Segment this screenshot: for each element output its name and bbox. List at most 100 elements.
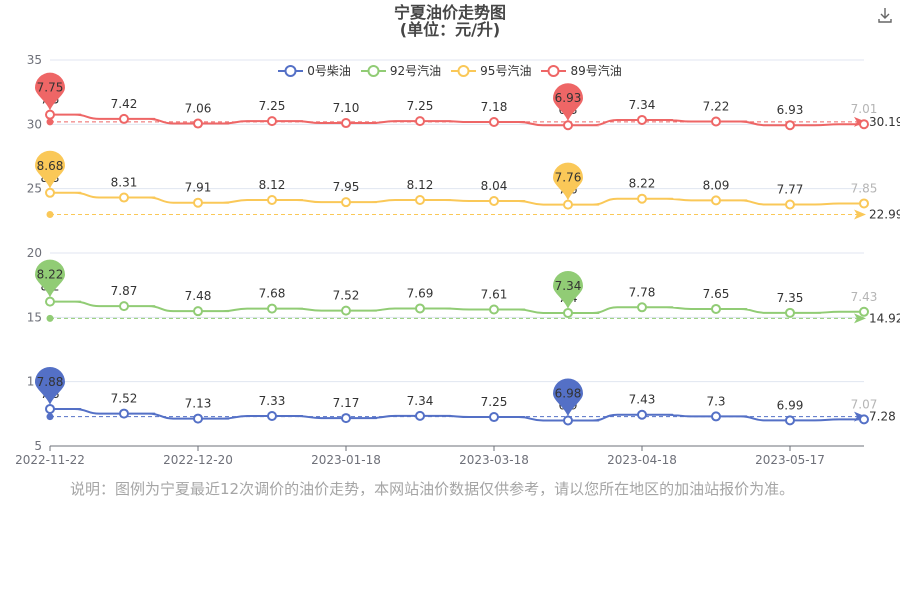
data-point[interactable] [489, 117, 499, 128]
data-label: 7.18 [481, 100, 508, 114]
data-point[interactable] [637, 409, 647, 420]
data-label: 7.69 [407, 286, 434, 300]
max-pin-gas92: 8.22 [35, 259, 65, 298]
max-pin-gas89-shape [35, 72, 65, 111]
data-point[interactable] [563, 307, 573, 318]
data-point[interactable] [859, 306, 869, 317]
average-arrow [854, 313, 866, 324]
average-value-label: 14.92 [869, 311, 900, 325]
data-point[interactable] [267, 411, 277, 422]
data-point[interactable] [711, 116, 721, 127]
download-icon[interactable] [876, 6, 894, 24]
data-point[interactable] [415, 410, 425, 421]
data-label: 7.17 [333, 396, 360, 410]
average-value-label: 30.19 [869, 115, 900, 129]
data-label: 6.93 [777, 103, 804, 117]
data-label: 7.95 [333, 180, 360, 194]
legend-item-gas89[interactable]: 89号汽油 [541, 62, 622, 79]
data-point[interactable] [193, 197, 203, 208]
data-point[interactable] [637, 193, 647, 204]
data-point[interactable] [341, 305, 351, 316]
data-point[interactable] [341, 413, 351, 424]
data-point[interactable] [563, 120, 573, 131]
data-point[interactable] [267, 116, 277, 127]
data-point[interactable] [193, 413, 203, 424]
data-point[interactable] [341, 197, 351, 208]
data-point[interactable] [489, 304, 499, 315]
legend-symbol [360, 64, 386, 77]
data-point[interactable] [415, 194, 425, 205]
data-point[interactable] [859, 119, 869, 130]
data-point[interactable] [785, 199, 795, 210]
data-point[interactable] [489, 196, 499, 207]
data-point[interactable] [637, 302, 647, 313]
legend-item-diesel0[interactable]: 0号柴油 [278, 62, 351, 79]
max-pin-gas89-label: 7.75 [37, 81, 64, 95]
data-point[interactable] [637, 114, 647, 125]
y-tick-label: 30 [27, 117, 42, 131]
data-point[interactable] [563, 415, 573, 426]
min-pin-gas89: 6.93 [553, 83, 583, 122]
legend-symbol [451, 64, 477, 77]
data-label: 7.65 [703, 287, 730, 301]
average-arrow [854, 209, 866, 220]
legend-symbol [541, 64, 567, 77]
y-tick-label: 5 [34, 439, 42, 453]
legend-item-gas95[interactable]: 95号汽油 [451, 62, 531, 79]
max-pin-diesel0: 7.88 [35, 366, 65, 405]
chart-title-block: 宁夏油价走势图 (单位：元/升) [0, 4, 900, 39]
data-point[interactable] [193, 118, 203, 129]
legend-item-gas92[interactable]: 92号汽油 [360, 62, 441, 79]
data-label: 8.12 [407, 178, 434, 192]
data-point[interactable] [45, 109, 55, 120]
data-point[interactable] [711, 411, 721, 422]
data-point[interactable] [859, 414, 869, 425]
data-point[interactable] [415, 303, 425, 314]
chart-subtitle: (单位：元/升) [399, 20, 501, 39]
data-point[interactable] [415, 116, 425, 127]
data-point[interactable] [859, 198, 869, 209]
data-point[interactable] [711, 195, 721, 206]
data-label: 7.10 [333, 101, 360, 115]
data-label: 7.06 [185, 102, 212, 116]
series-line-gas95 [49, 191, 864, 206]
legend-label: 0号柴油 [307, 64, 351, 78]
data-label: 7.35 [777, 291, 804, 305]
data-point[interactable] [119, 301, 129, 312]
y-tick-label: 35 [27, 53, 42, 67]
data-label: 7.43 [851, 290, 878, 304]
data-point[interactable] [785, 415, 795, 426]
x-tick-label: 2023-01-18 [311, 453, 381, 467]
data-label: 7.22 [703, 100, 730, 114]
data-point[interactable] [119, 113, 129, 124]
data-point[interactable] [341, 118, 351, 129]
data-point[interactable] [267, 194, 277, 205]
data-point[interactable] [489, 412, 499, 423]
data-point[interactable] [563, 199, 573, 210]
series-line-gas92 [50, 300, 864, 314]
data-point[interactable] [267, 303, 277, 314]
data-label: 8.12 [259, 178, 286, 192]
data-point[interactable] [785, 307, 795, 318]
data-point[interactable] [119, 408, 129, 419]
data-point[interactable] [119, 192, 129, 203]
y-tick-label: 20 [27, 246, 42, 260]
data-label: 7.25 [259, 99, 286, 113]
data-point[interactable] [711, 303, 721, 314]
data-point[interactable] [785, 120, 795, 131]
chart-title: 宁夏油价走势图 [393, 3, 506, 22]
data-point[interactable] [45, 296, 55, 307]
data-label: 6.99 [777, 398, 804, 412]
data-label: 7.52 [111, 392, 138, 406]
min-pin-gas89-label: 6.93 [555, 91, 582, 105]
max-pin-gas95-label: 8.68 [37, 159, 64, 173]
data-label: 8.31 [111, 176, 138, 190]
data-label: 7.13 [185, 397, 212, 411]
min-pin-gas95-label: 7.76 [555, 171, 582, 185]
data-point[interactable] [45, 187, 55, 198]
x-tick-label: 2023-04-18 [607, 453, 677, 467]
data-label: 7.34 [407, 394, 434, 408]
max-pin-diesel0-shape [35, 366, 65, 405]
data-point[interactable] [193, 306, 203, 317]
data-point[interactable] [45, 403, 55, 414]
